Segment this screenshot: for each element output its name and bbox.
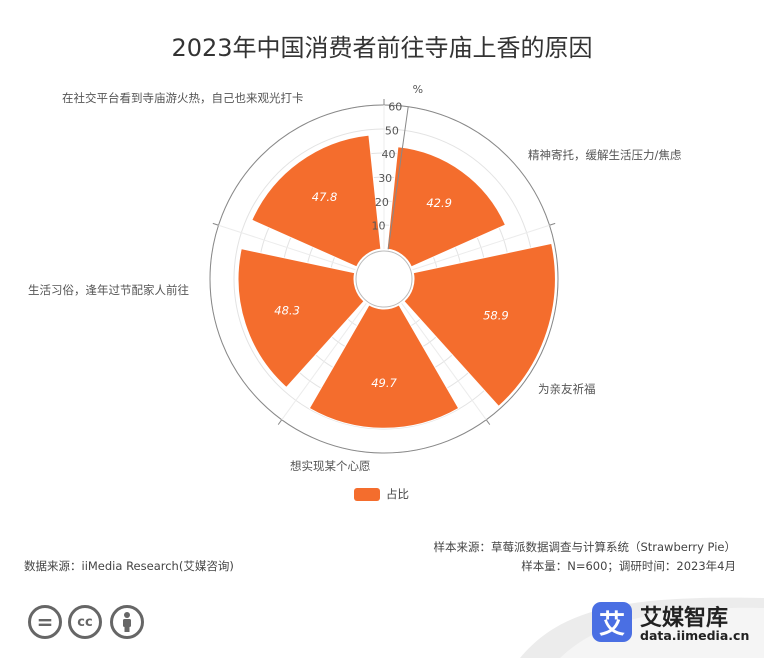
grid-spoke	[218, 224, 356, 271]
legend-swatch	[354, 487, 380, 501]
cc-icon: cc	[68, 605, 102, 639]
radial-axis: 10 20 30 40 50 60%	[372, 83, 423, 250]
value-label-1: 58.9	[483, 308, 509, 322]
center-hole	[355, 250, 413, 308]
chart-labels: 42.9 58.9 49.7 48.3 47.8 在社交平台看到寺庙游火热，自己也来观光打…	[28, 91, 682, 473]
tick-label: 30	[378, 172, 392, 185]
value-label-3: 48.3	[274, 303, 300, 317]
category-label-3: 想实现某个心愿	[290, 459, 371, 473]
radial-axis-line	[387, 106, 409, 250]
grid-spoke	[281, 302, 367, 421]
category-label-4: 生活习俗，逢年过节配家人前往	[28, 283, 189, 297]
logo-url: data.iimedia.cn	[640, 628, 750, 643]
value-label-2: 49.7	[371, 376, 397, 390]
tick-label: 40	[382, 148, 396, 161]
category-label-0: 在社交平台看到寺庙游火热，自己也来观光打卡	[62, 91, 304, 105]
angle-tick	[277, 419, 283, 425]
tick-label: 50	[385, 124, 399, 137]
value-label-4: 47.8	[312, 190, 338, 204]
unit-label: %	[413, 83, 423, 96]
tick-label: 60	[388, 101, 402, 114]
legend-label: 占比	[386, 487, 409, 501]
grid-spoke	[401, 302, 487, 421]
legend[interactable]: 占比	[354, 486, 409, 502]
category-label-1: 精神寄托，缓解生活压力/焦虑	[528, 148, 682, 162]
data-source: 数据来源：iiMedia Research(艾媒咨询)	[24, 559, 234, 573]
angle-tick	[212, 222, 219, 226]
chart-bars	[237, 134, 556, 429]
logo-name: 艾媒智库	[640, 606, 729, 631]
equal-icon: =	[28, 605, 62, 639]
tick-label: 20	[375, 196, 389, 209]
person-icon	[110, 605, 144, 639]
category-label-2: 为亲友祈福	[538, 382, 596, 396]
page-title: 2023年中国消费者前往寺庙上香的原因	[171, 34, 593, 62]
tick-label: 10	[372, 220, 386, 233]
bar-0[interactable]	[386, 146, 507, 268]
logo-icon: 艾	[592, 602, 632, 642]
grid-spoke	[412, 224, 550, 271]
angle-tick	[549, 222, 556, 226]
bar-3[interactable]	[237, 248, 365, 389]
sample-size: 样本量：N=600；调研时间：2023年4月	[521, 559, 736, 573]
value-label-0: 42.9	[426, 196, 452, 210]
bar-4[interactable]	[251, 134, 382, 268]
bar-1[interactable]	[403, 242, 556, 408]
bottom-band	[520, 597, 764, 658]
bar-2[interactable]	[308, 304, 460, 429]
angle-tick	[485, 419, 491, 425]
sample-source: 样本来源：草莓派数据调查与计算系统（Strawberry Pie）	[433, 540, 736, 554]
